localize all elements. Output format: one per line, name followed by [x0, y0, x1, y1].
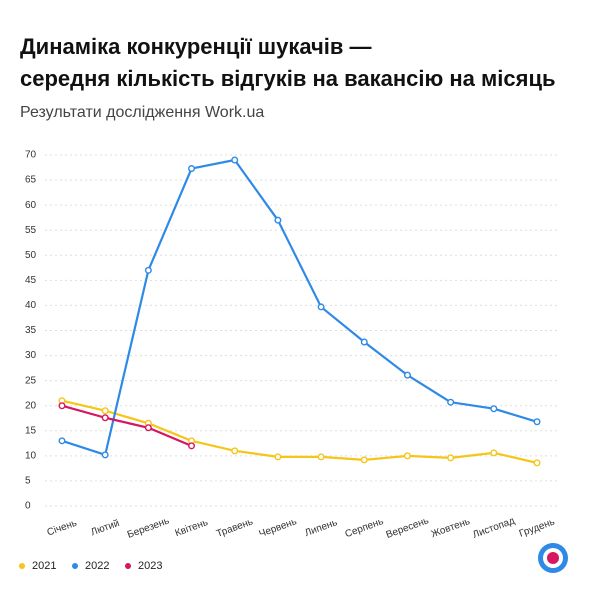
y-tick-label: 0 — [25, 501, 31, 512]
x-tick-label: Жовтень — [430, 516, 472, 540]
data-point — [317, 453, 325, 461]
data-point — [58, 402, 66, 410]
y-tick-label: 15 — [25, 425, 37, 436]
chart-subtitle: Результати дослідження Work.ua — [20, 104, 264, 121]
legend-label: 2023 — [138, 560, 162, 572]
logo — [538, 543, 568, 573]
series-line — [61, 399, 538, 464]
y-tick-label: 65 — [25, 175, 37, 186]
series-line — [61, 404, 192, 447]
x-tick-label: Липень — [303, 517, 339, 539]
series-line — [61, 158, 538, 456]
data-point — [447, 398, 455, 406]
y-tick-label: 70 — [25, 150, 37, 161]
y-tick-label: 55 — [25, 225, 37, 236]
data-point — [274, 216, 282, 224]
data-point — [101, 414, 109, 422]
data-point — [274, 453, 282, 461]
y-tick-label: 60 — [25, 200, 37, 211]
data-point — [231, 156, 239, 164]
y-tick-label: 25 — [25, 375, 37, 386]
data-point — [403, 371, 411, 379]
legend-marker — [72, 563, 78, 569]
data-point — [533, 459, 541, 467]
legend-label: 2021 — [32, 560, 56, 572]
x-tick-label: Січень — [46, 518, 79, 539]
data-point — [490, 449, 498, 457]
data-point — [533, 418, 541, 426]
y-tick-label: 30 — [25, 350, 37, 361]
y-tick-label: 20 — [25, 400, 37, 411]
data-point — [490, 405, 498, 413]
data-point — [231, 447, 239, 455]
y-tick-label: 5 — [25, 476, 31, 487]
x-tick-label: Травень — [215, 516, 255, 539]
y-tick-label: 50 — [25, 250, 37, 261]
data-point — [144, 424, 152, 432]
data-point — [317, 303, 325, 311]
data-point — [403, 452, 411, 460]
data-point — [447, 454, 455, 462]
legend-marker — [125, 563, 131, 569]
data-point — [360, 456, 368, 464]
data-point — [58, 437, 66, 445]
x-tick-label: Березень — [126, 515, 171, 540]
chart-title: Динаміка конкуренції шукачів — — [20, 34, 372, 59]
data-point — [101, 407, 109, 415]
x-tick-label: Листопад — [471, 515, 516, 540]
legend-marker — [19, 563, 25, 569]
chart-title: середня кількість відгуків на вакансію н… — [20, 66, 556, 91]
y-tick-label: 45 — [25, 275, 37, 286]
x-tick-label: Червень — [258, 516, 299, 540]
y-tick-label: 35 — [25, 325, 37, 336]
x-tick-label: Серпень — [344, 516, 385, 540]
y-tick-label: 40 — [25, 300, 37, 311]
data-point — [144, 266, 152, 274]
x-tick-label: Вересень — [385, 515, 431, 541]
data-point — [360, 338, 368, 346]
y-tick-label: 10 — [25, 450, 37, 461]
x-tick-label: Лютий — [89, 518, 121, 538]
legend-label: 2022 — [85, 560, 109, 572]
x-tick-label: Грудень — [518, 517, 557, 540]
data-point — [101, 451, 109, 459]
data-point — [188, 165, 196, 173]
data-point — [188, 442, 196, 450]
x-tick-label: Квітень — [174, 517, 210, 539]
